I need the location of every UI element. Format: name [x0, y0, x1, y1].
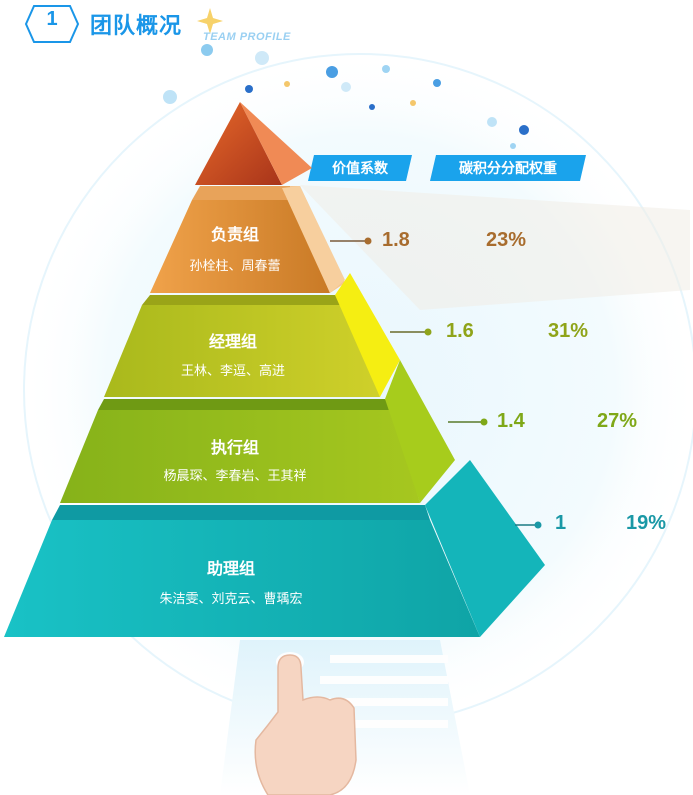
- section-number-badge: [24, 5, 80, 43]
- tier-2-members: 王林、李逗、高进: [180, 363, 285, 378]
- coefficient-header-bg: [308, 155, 412, 181]
- tier-2-name: 经理组: [208, 334, 257, 351]
- step-stripes: [300, 655, 448, 728]
- tier-3-weight: 27%: [597, 410, 638, 432]
- tier-2-weight: 31%: [548, 320, 589, 342]
- pyramid-tier-2: [104, 273, 400, 397]
- tier-3-members: 杨晨琛、李春岩、王其祥: [163, 468, 307, 483]
- tier-4-coefficient: 1: [555, 512, 567, 534]
- coefficient-header: 价值系数: [332, 160, 388, 176]
- weight-header-bg: [430, 155, 586, 181]
- tier-1-name: 负责组: [210, 227, 259, 244]
- tier-2-coefficient: 1.6: [446, 320, 474, 342]
- pointing-hand-icon: [254, 652, 357, 795]
- tier-3-name: 执行组: [210, 440, 259, 457]
- tier-4-name: 助理组: [206, 561, 255, 578]
- tier-3-coefficient: 1.4: [497, 410, 525, 432]
- tier-4-weight: 19%: [626, 512, 667, 534]
- pyramid-tier-1: [150, 186, 345, 293]
- pyramid-apex: [195, 102, 312, 185]
- background-card: [300, 185, 690, 310]
- pyramid-tier-3: [60, 360, 455, 503]
- leader-lines: [330, 237, 542, 529]
- tier-1-weight: 23%: [486, 229, 527, 251]
- tier-4-members: 朱洁雯、刘克云、曹瑀宏: [159, 591, 303, 606]
- section-title: 团队概况: [90, 13, 183, 38]
- tier-1-members: 孙栓柱、周春蕾: [189, 258, 281, 273]
- pyramid-tier-4: [4, 460, 545, 637]
- sparkle-icon: [197, 8, 223, 34]
- tier-1-coefficient: 1.8: [382, 229, 410, 251]
- floating-dots: [163, 44, 529, 149]
- weight-header: 碳积分分配权重: [459, 160, 557, 176]
- section-subtitle: TEAM PROFILE: [203, 31, 291, 43]
- section-number: 1: [46, 8, 58, 30]
